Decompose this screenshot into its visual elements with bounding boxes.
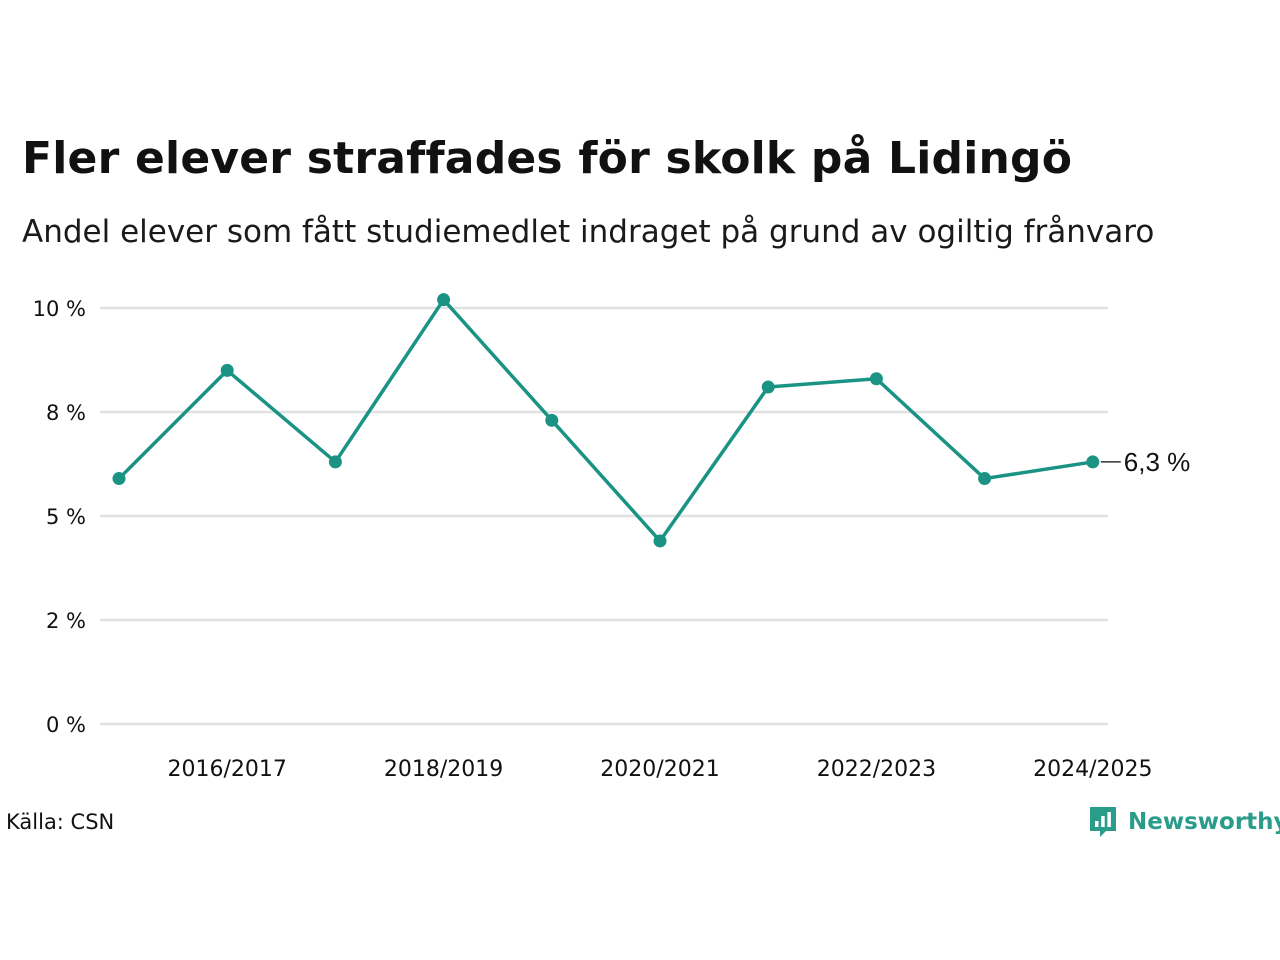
series-line-layer — [117, 297, 1094, 543]
y-tick-label: 5 % — [46, 505, 86, 529]
data-point — [437, 293, 451, 307]
end-label-layer: 6,3 % — [1100, 447, 1191, 477]
series-points — [112, 293, 1100, 548]
data-point — [112, 472, 126, 486]
chart-title: Fler elever straffades för skolk på Lidi… — [22, 133, 1073, 184]
data-point — [1086, 455, 1100, 469]
brand-name: Newsworthy — [1128, 809, 1280, 835]
x-tick-label: 2018/2019 — [384, 757, 503, 782]
source-note: Källa: CSN — [6, 810, 115, 834]
y-axis-ticks: 0 % 2 % 5 % 8 % 10 % — [33, 297, 86, 737]
series-line — [117, 297, 1094, 543]
data-point — [545, 413, 559, 427]
data-point — [328, 455, 342, 469]
x-tick-label: 2024/2025 — [1033, 757, 1152, 782]
newsworthy-logo-icon — [1090, 807, 1116, 837]
y-tick-label: 10 % — [33, 297, 86, 321]
y-tick-label: 0 % — [46, 713, 86, 737]
data-point — [653, 534, 667, 548]
x-tick-label: 2016/2017 — [168, 757, 287, 782]
chart-subtitle: Andel elever som fått studiemedlet indra… — [22, 214, 1155, 250]
x-tick-label: 2020/2021 — [600, 757, 719, 782]
brand-logo: Newsworthy — [1088, 805, 1280, 839]
data-point — [978, 472, 992, 486]
y-tick-label: 8 % — [46, 401, 86, 425]
y-tick-label: 2 % — [46, 609, 86, 633]
grid-lines — [100, 306, 1108, 726]
line-chart: 0 % 2 % 5 % 8 % 10 % 2016/2017 2018/2019 2020/… — [33, 293, 1191, 782]
x-axis-ticks: 2016/2017 2018/2019 2020/2021 2022/2023 2024… — [168, 757, 1153, 782]
end-value-label: 6,3 % — [1124, 447, 1191, 477]
x-tick-label: 2022/2023 — [817, 757, 936, 782]
data-point — [761, 380, 775, 394]
data-point — [220, 363, 234, 377]
data-point — [869, 372, 883, 386]
